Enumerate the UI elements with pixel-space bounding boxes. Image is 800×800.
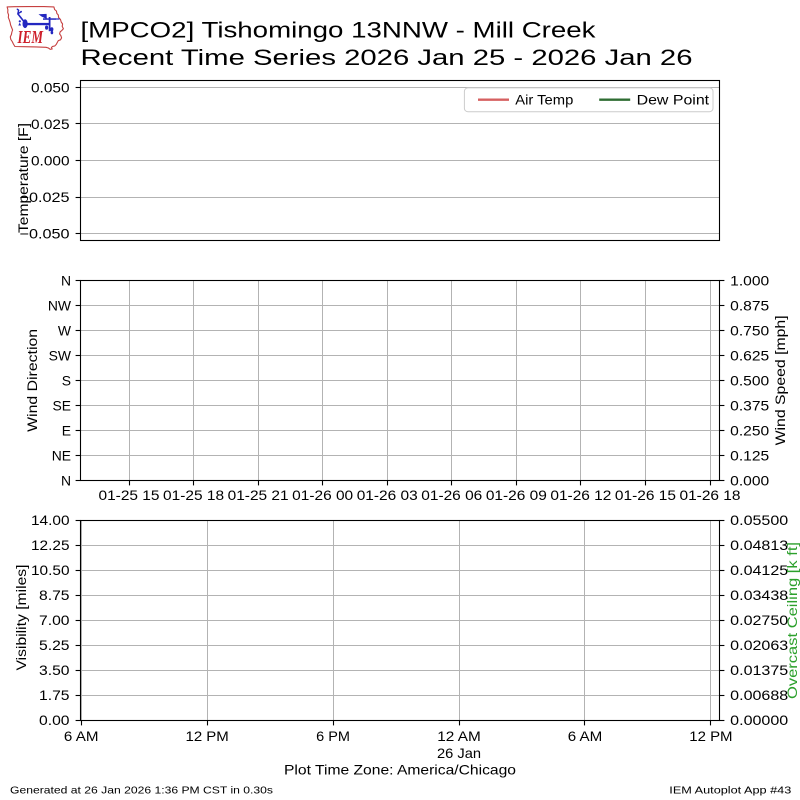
- svg-text:0.02750: 0.02750: [730, 612, 788, 628]
- svg-text:0.02063: 0.02063: [730, 637, 788, 653]
- svg-text:14.00: 14.00: [31, 512, 70, 528]
- svg-text:0.125: 0.125: [730, 447, 769, 463]
- svg-text:01-26 00: 01-26 00: [292, 487, 353, 503]
- svg-text:0.03438: 0.03438: [730, 587, 788, 603]
- svg-text:0.500: 0.500: [730, 372, 769, 388]
- svg-text:01-26 09: 01-26 09: [486, 487, 547, 503]
- svg-text:01-26 18: 01-26 18: [680, 487, 741, 503]
- svg-text:N: N: [61, 472, 71, 488]
- svg-text:0.000: 0.000: [31, 153, 70, 169]
- svg-text:0.05500: 0.05500: [730, 512, 788, 528]
- svg-text:NW: NW: [48, 297, 72, 313]
- svg-text:01-26 03: 01-26 03: [357, 487, 418, 503]
- svg-text:1.75: 1.75: [39, 687, 70, 703]
- svg-text:Plot Time Zone: America/Chicag: Plot Time Zone: America/Chicago: [284, 762, 516, 778]
- svg-text:26 Jan: 26 Jan: [437, 745, 481, 761]
- svg-text:0.04813: 0.04813: [730, 537, 788, 553]
- svg-text:Wind Speed [mph]: Wind Speed [mph]: [773, 315, 789, 445]
- svg-text:IEM: IEM: [17, 27, 44, 47]
- svg-text:10.50: 10.50: [31, 562, 70, 578]
- svg-text:0.250: 0.250: [730, 422, 769, 438]
- svg-text:01-26 12: 01-26 12: [550, 487, 611, 503]
- svg-text:0.375: 0.375: [730, 397, 769, 413]
- svg-text:6 PM: 6 PM: [316, 728, 350, 744]
- svg-text:SW: SW: [49, 347, 72, 363]
- svg-text:0.000: 0.000: [730, 472, 769, 488]
- svg-text:Visibility [miles]: Visibility [miles]: [14, 565, 30, 671]
- svg-text:Temperature [F]: Temperature [F]: [16, 123, 32, 233]
- svg-text:S: S: [62, 372, 71, 388]
- svg-text:6 AM: 6 AM: [568, 728, 603, 744]
- svg-text:−0.025: −0.025: [20, 189, 70, 205]
- svg-text:0.04125: 0.04125: [730, 562, 788, 578]
- svg-text:01-26 15: 01-26 15: [615, 487, 676, 503]
- svg-text:0.01375: 0.01375: [730, 662, 788, 678]
- svg-text:0.750: 0.750: [730, 322, 769, 338]
- svg-text:12 AM: 12 AM: [437, 728, 481, 744]
- svg-text:1.000: 1.000: [730, 272, 769, 288]
- svg-text:SE: SE: [52, 397, 71, 413]
- svg-text:Air Temp: Air Temp: [515, 92, 573, 108]
- svg-text:12 PM: 12 PM: [689, 728, 732, 744]
- svg-text:6 AM: 6 AM: [64, 728, 99, 744]
- svg-text:W: W: [58, 322, 72, 338]
- svg-text:8.75: 8.75: [39, 587, 70, 603]
- svg-text:0.875: 0.875: [730, 297, 769, 313]
- svg-text:0.00: 0.00: [39, 712, 70, 728]
- svg-text:0.00000: 0.00000: [730, 712, 788, 728]
- svg-text:01-26 06: 01-26 06: [421, 487, 482, 503]
- svg-text:7.00: 7.00: [39, 612, 70, 628]
- svg-text:0.025: 0.025: [31, 116, 70, 132]
- svg-text:3.50: 3.50: [39, 662, 70, 678]
- svg-text:Wind Direction: Wind Direction: [25, 329, 41, 432]
- svg-text:Dew Point: Dew Point: [637, 92, 710, 108]
- svg-text:5.25: 5.25: [39, 637, 70, 653]
- svg-text:Overcast Ceiling [k ft]: Overcast Ceiling [k ft]: [785, 542, 800, 699]
- svg-text:0.050: 0.050: [31, 79, 70, 95]
- svg-text:N: N: [61, 272, 71, 288]
- svg-text:[MPCO2] Tishomingo 13NNW - Mil: [MPCO2] Tishomingo 13NNW - Mill Creek: [81, 17, 597, 42]
- svg-text:E: E: [62, 422, 71, 438]
- svg-text:IEM Autoplot App #43: IEM Autoplot App #43: [669, 786, 791, 797]
- svg-text:Generated at 26 Jan 2026 1:36: Generated at 26 Jan 2026 1:36 PM CST in …: [10, 785, 273, 796]
- svg-text:12.25: 12.25: [31, 537, 70, 553]
- svg-text:−0.050: −0.050: [20, 226, 70, 242]
- svg-text:01-25 21: 01-25 21: [228, 487, 289, 503]
- svg-text:0.625: 0.625: [730, 347, 769, 363]
- svg-text:NE: NE: [52, 447, 71, 463]
- svg-text:12 PM: 12 PM: [185, 728, 228, 744]
- svg-text:0.00688: 0.00688: [730, 687, 788, 703]
- svg-text:01-25 18: 01-25 18: [163, 487, 224, 503]
- svg-text:01-25 15: 01-25 15: [99, 487, 160, 503]
- svg-text:Recent Time Series 2026 Jan 25: Recent Time Series 2026 Jan 25 - 2026 Ja…: [81, 45, 693, 70]
